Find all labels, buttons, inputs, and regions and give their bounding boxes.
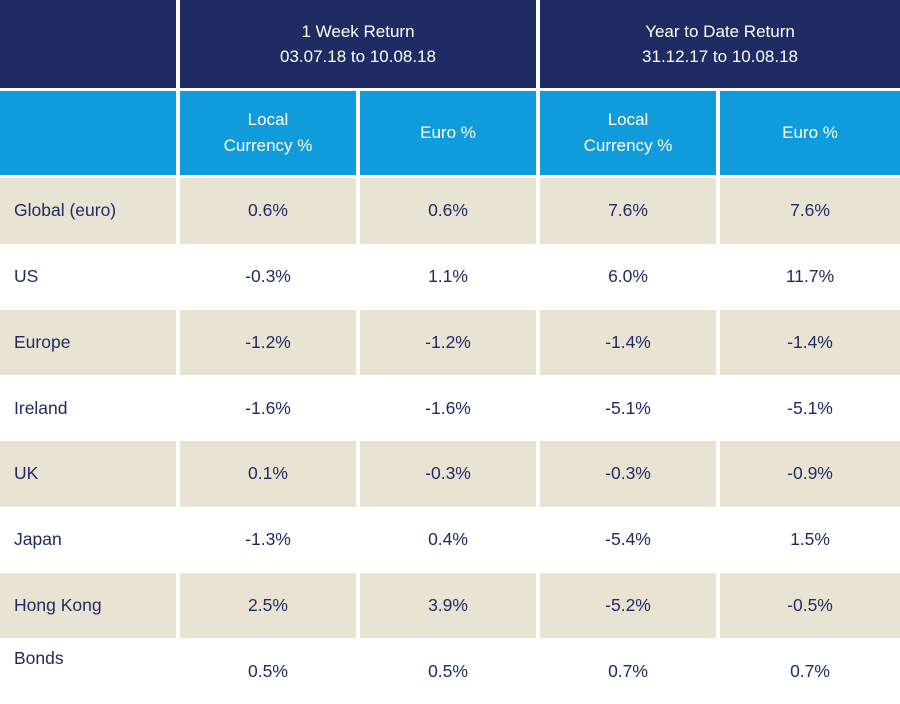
value-cell: 3.9% xyxy=(360,572,541,639)
value-cell: 0.4% xyxy=(360,506,541,573)
value-cell: 0.5% xyxy=(360,638,541,704)
value-cell: 0.7% xyxy=(540,638,721,704)
col-header-ytd-local: Local Currency % xyxy=(540,91,721,178)
value-cell: 1.5% xyxy=(720,506,900,573)
table-row-hong-kong: Hong Kong 2.5% 3.9% -5.2% -0.5% xyxy=(0,572,900,639)
value-cell: -5.1% xyxy=(540,375,721,441)
group-header-row: 1 Week Return 03.07.18 to 10.08.18 Year … xyxy=(0,0,900,91)
value-cell: 0.6% xyxy=(180,178,360,244)
row-label: Bonds xyxy=(0,638,180,704)
value-cell: -0.3% xyxy=(360,441,541,507)
value-cell: 2.5% xyxy=(180,572,360,639)
col-header-week-local: Local Currency % xyxy=(180,91,360,178)
column-header-row: Local Currency % Euro % Local Currency %… xyxy=(0,91,900,178)
group-header-year-to-date: Year to Date Return 31.12.17 to 10.08.18 xyxy=(540,0,900,91)
row-label: Hong Kong xyxy=(0,572,180,639)
col-header-week-euro: Euro % xyxy=(360,91,541,178)
value-cell: 0.6% xyxy=(360,178,541,244)
value-cell: 7.6% xyxy=(720,178,900,244)
table-row-ireland: Ireland -1.6% -1.6% -5.1% -5.1% xyxy=(0,375,900,441)
value-cell: 11.7% xyxy=(720,243,900,310)
value-cell: -1.6% xyxy=(180,375,360,441)
row-label: Global (euro) xyxy=(0,178,180,244)
table-row-global: Global (euro) 0.6% 0.6% 7.6% 7.6% xyxy=(0,178,900,244)
value-cell: -0.5% xyxy=(720,572,900,639)
value-cell: -5.4% xyxy=(540,506,721,573)
value-cell: 0.7% xyxy=(720,638,900,704)
corner-cell-2 xyxy=(0,91,180,178)
value-cell: -1.6% xyxy=(360,375,541,441)
value-cell: 7.6% xyxy=(540,178,721,244)
table-row-bonds: Bonds 0.5% 0.5% 0.7% 0.7% xyxy=(0,638,900,704)
value-cell: 1.1% xyxy=(360,243,541,310)
row-label: UK xyxy=(0,441,180,507)
corner-cell xyxy=(0,0,180,91)
value-cell: -0.9% xyxy=(720,441,900,507)
value-cell: 0.5% xyxy=(180,638,360,704)
table-row-europe: Europe -1.2% -1.2% -1.4% -1.4% xyxy=(0,309,900,376)
row-label: US xyxy=(0,243,180,310)
value-cell: -5.2% xyxy=(540,572,721,639)
value-cell: -5.1% xyxy=(720,375,900,441)
col-header-ytd-euro: Euro % xyxy=(720,91,900,178)
table-row-us: US -0.3% 1.1% 6.0% 11.7% xyxy=(0,243,900,310)
value-cell: 0.1% xyxy=(180,441,360,507)
table-row-uk: UK 0.1% -0.3% -0.3% -0.9% xyxy=(0,441,900,507)
row-label: Japan xyxy=(0,506,180,573)
value-cell: -1.4% xyxy=(720,309,900,376)
value-cell: -1.2% xyxy=(360,309,541,376)
value-cell: -1.2% xyxy=(180,309,360,376)
value-cell: -0.3% xyxy=(540,441,721,507)
row-label: Europe xyxy=(0,309,180,376)
row-label: Ireland xyxy=(0,375,180,441)
group-header-1-week: 1 Week Return 03.07.18 to 10.08.18 xyxy=(180,0,541,91)
value-cell: -1.3% xyxy=(180,506,360,573)
value-cell: 6.0% xyxy=(540,243,721,310)
value-cell: -0.3% xyxy=(180,243,360,310)
value-cell: -1.4% xyxy=(540,309,721,376)
table-row-japan: Japan -1.3% 0.4% -5.4% 1.5% xyxy=(0,506,900,573)
